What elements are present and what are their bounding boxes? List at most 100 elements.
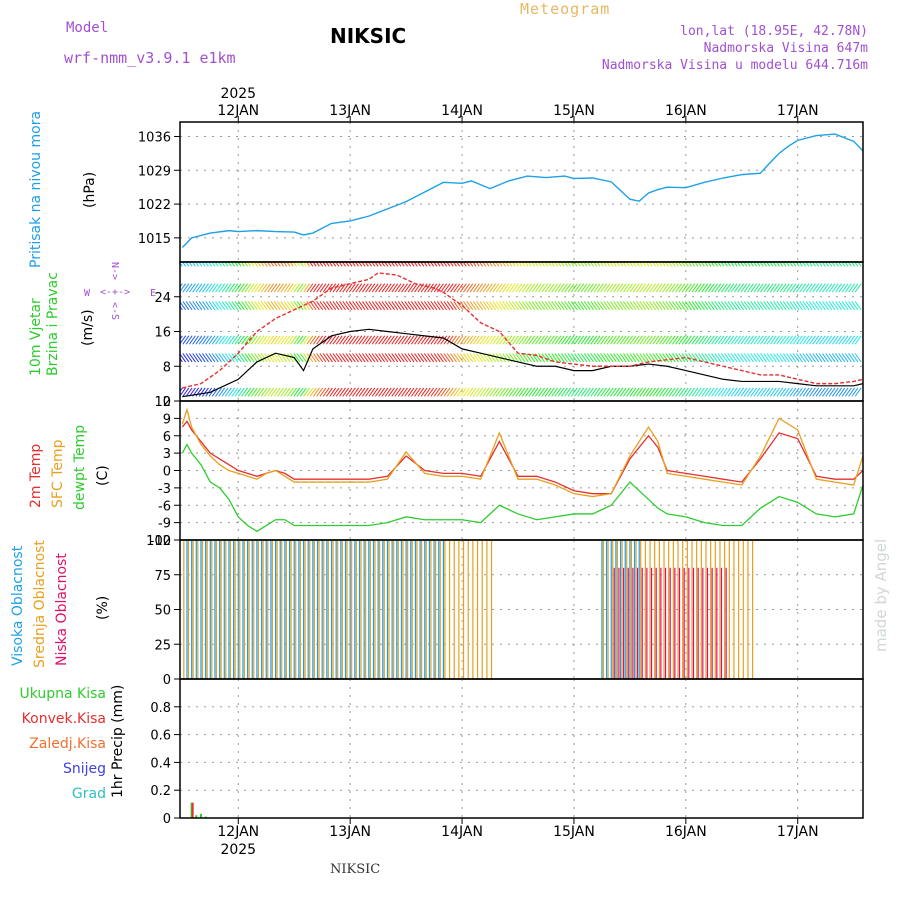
wind-barb (740, 387, 748, 397)
wind-barb (228, 301, 235, 311)
wind-barb (844, 353, 852, 363)
wind-barb (587, 353, 594, 363)
wind-barb (508, 301, 516, 311)
wind-barb (805, 301, 813, 311)
wind-barb (273, 387, 281, 397)
wind-barb (257, 301, 265, 311)
wind-barb (290, 335, 297, 345)
wind-barb (678, 301, 686, 311)
wind-barb (482, 283, 490, 293)
wind-barb (577, 283, 585, 293)
wind-barb (525, 301, 532, 311)
wind-barb (518, 301, 526, 311)
wind-barb (740, 283, 748, 293)
wind-barb (512, 335, 519, 345)
y-tick-label: 1029 (138, 164, 171, 179)
wind-barb (561, 353, 568, 363)
wind-barb (805, 353, 813, 363)
wind-barb (482, 301, 490, 311)
top-year-label: 2025 (220, 86, 256, 102)
wind-barb (404, 353, 412, 363)
wind-barb (534, 283, 542, 293)
wind-barb (606, 335, 614, 345)
wind-barb (658, 335, 666, 345)
wind-barb (433, 301, 441, 311)
wind-barb (218, 335, 226, 345)
wind-barb (394, 387, 402, 397)
wind-barb (557, 387, 565, 397)
wind-barb (587, 283, 594, 293)
wind-barb (665, 301, 673, 311)
wind-barb (180, 305, 183, 311)
wind-barb (188, 353, 196, 363)
wind-barb (215, 283, 222, 293)
wind-barb (655, 283, 663, 293)
wind-barb (809, 283, 816, 293)
wind-barb (512, 283, 519, 293)
bottom-day-label: 15JAN (553, 824, 595, 840)
wind-barb (466, 353, 474, 363)
wind-barb (326, 353, 333, 363)
wind-barb (704, 387, 712, 397)
wind-barb (427, 387, 435, 397)
wind-barb (717, 283, 725, 293)
wind-barb (541, 335, 549, 345)
wind-barb (756, 387, 764, 397)
wind-barb (264, 353, 271, 363)
wind-barb (247, 353, 255, 363)
wind-barb (420, 301, 428, 311)
wind-barb (678, 387, 686, 397)
wind-barb (231, 353, 239, 363)
legend-grad: Grad (71, 786, 106, 802)
wind-barb (231, 283, 239, 293)
wind-barb (799, 301, 807, 311)
wind-barb (587, 301, 594, 311)
wind-barb (799, 387, 807, 397)
wind-barb (632, 335, 640, 345)
wind-barb (665, 387, 673, 397)
wind-barb (606, 387, 614, 397)
y-tick-label: 9 (163, 412, 171, 427)
wind-barb (691, 335, 699, 345)
wind-barb (795, 387, 803, 397)
wind-barb (502, 353, 510, 363)
wind-barb (339, 301, 346, 311)
wind-barb (476, 301, 483, 311)
wind-barb (802, 283, 810, 293)
y-tick-label: 12 (154, 395, 171, 410)
wind-barb (518, 283, 526, 293)
wind-barb (577, 387, 585, 397)
wind-barb (342, 353, 350, 363)
wind-barb (766, 353, 774, 363)
wind-barb (355, 335, 363, 345)
wind-barb (606, 283, 614, 293)
wind-barb (577, 353, 585, 363)
wind-barb (453, 283, 461, 293)
wind-barb (345, 353, 353, 363)
wind-barb (450, 283, 457, 293)
wind-barb (789, 283, 797, 293)
wind-barb (551, 387, 559, 397)
y-tick-label: -12 (150, 534, 171, 549)
y-tick-label: 0.2 (150, 784, 171, 799)
wind-barb (711, 335, 718, 345)
wind-barb (714, 301, 722, 311)
wind-barb (544, 335, 552, 345)
wind-barb (215, 387, 222, 397)
wind-barb (512, 353, 519, 363)
wind-barb (623, 335, 630, 345)
wind-barb (502, 387, 510, 397)
wind-barb (724, 335, 732, 345)
y-tick-label: 8 (163, 360, 171, 375)
wind-barb (711, 283, 718, 293)
wind-barb (841, 283, 849, 293)
wind-barb (831, 387, 839, 397)
wind-barb (828, 283, 836, 293)
wind-barb (600, 335, 607, 345)
wind-barb (822, 301, 829, 311)
wind-barb (662, 283, 669, 293)
wind-barb (717, 387, 725, 397)
wind-barb (838, 301, 846, 311)
wind-barb (280, 335, 288, 345)
wind-barb (397, 335, 405, 345)
